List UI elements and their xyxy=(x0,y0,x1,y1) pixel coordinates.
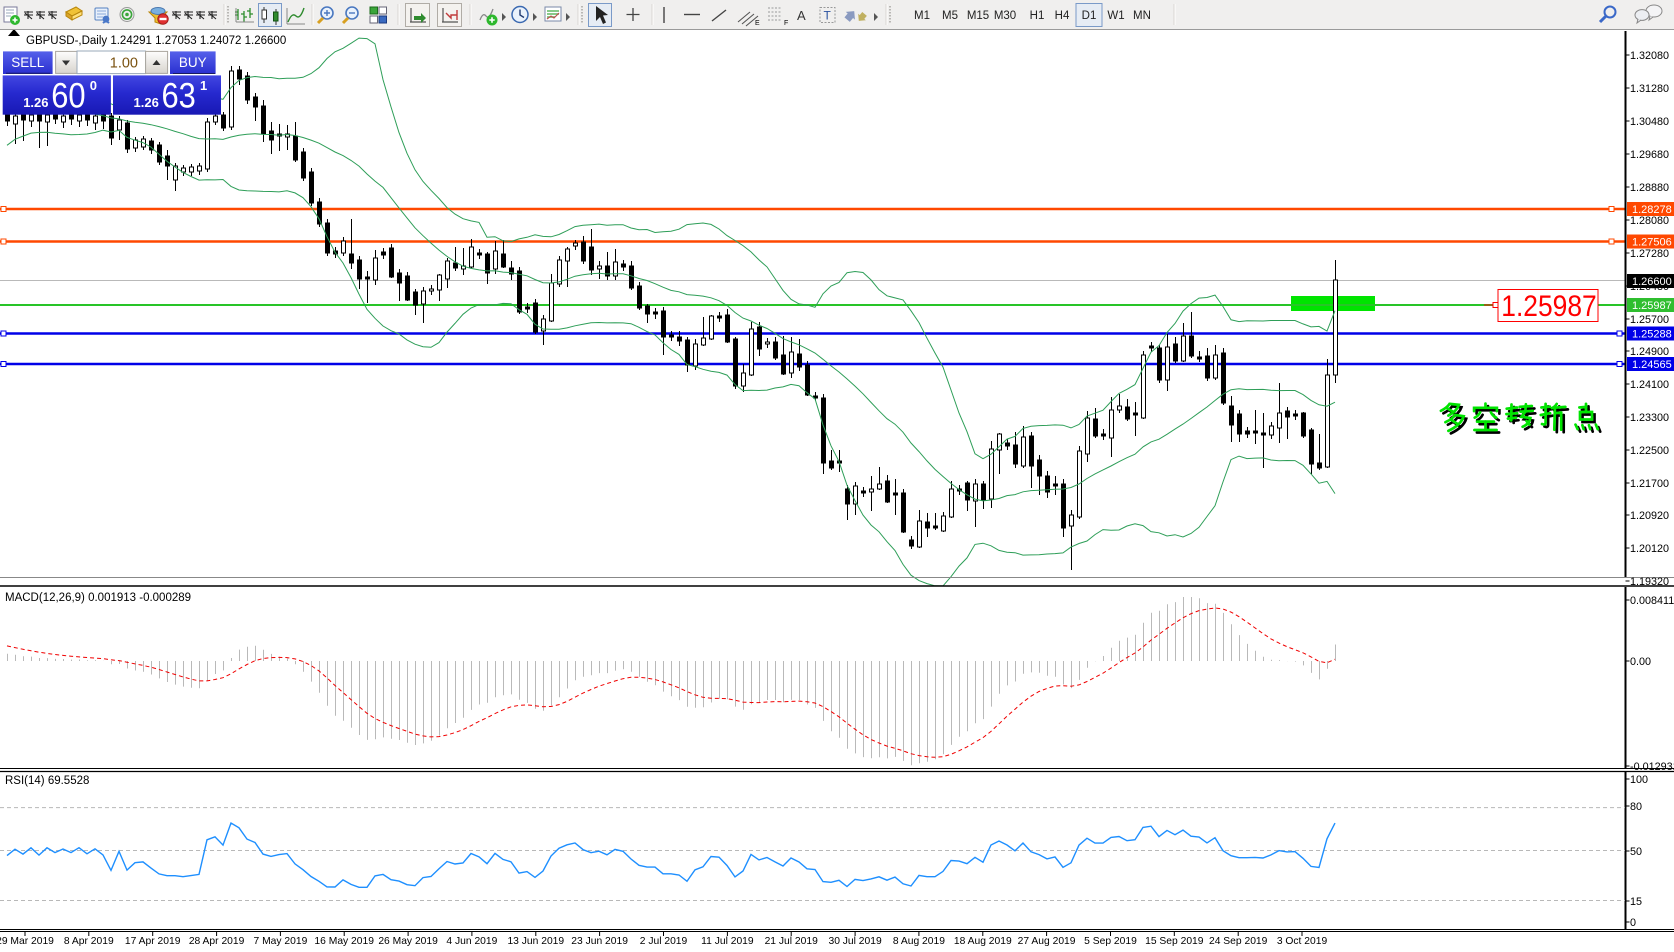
svg-text:1.32080: 1.32080 xyxy=(1630,50,1669,62)
svg-text:1.00: 1.00 xyxy=(110,56,138,72)
svg-text:SELL: SELL xyxy=(11,55,45,70)
svg-text:W1: W1 xyxy=(1107,10,1124,22)
svg-text:15 Sep 2019: 15 Sep 2019 xyxy=(1145,936,1204,947)
svg-text:1.19320: 1.19320 xyxy=(1630,576,1669,588)
svg-text:1.24565: 1.24565 xyxy=(1632,359,1672,371)
svg-text:1.23300: 1.23300 xyxy=(1630,412,1669,424)
svg-text:E: E xyxy=(755,20,760,27)
svg-text:1.24900: 1.24900 xyxy=(1630,346,1669,358)
svg-text:1.22500: 1.22500 xyxy=(1630,445,1669,457)
svg-text:1: 1 xyxy=(200,78,207,93)
svg-text:M15: M15 xyxy=(967,10,989,22)
svg-text:21 Jul 2019: 21 Jul 2019 xyxy=(765,936,819,947)
svg-text:1.25700: 1.25700 xyxy=(1630,314,1669,326)
svg-text:1.27280: 1.27280 xyxy=(1630,248,1669,260)
svg-text:0.008411: 0.008411 xyxy=(1630,595,1674,607)
svg-text:A: A xyxy=(797,8,806,23)
svg-text:MACD(12,26,9) 0.001913 -0.0002: MACD(12,26,9) 0.001913 -0.000289 xyxy=(5,592,191,604)
svg-text:H4: H4 xyxy=(1055,10,1070,22)
svg-text:60: 60 xyxy=(51,77,85,116)
svg-text:F: F xyxy=(784,20,788,27)
svg-text:H1: H1 xyxy=(1030,10,1045,22)
svg-text:1.30480: 1.30480 xyxy=(1630,116,1669,128)
svg-text:24 Sep 2019: 24 Sep 2019 xyxy=(1209,936,1268,947)
svg-text:GBPUSD-,Daily 1.24291 1.27053: GBPUSD-,Daily 1.24291 1.27053 1.24072 1.… xyxy=(26,35,286,47)
svg-text:-0.012931: -0.012931 xyxy=(1630,761,1674,773)
svg-text:T: T xyxy=(824,9,832,23)
svg-text:27 Aug 2019: 27 Aug 2019 xyxy=(1018,936,1076,947)
svg-text:1.24100: 1.24100 xyxy=(1630,379,1669,391)
svg-text:26 May 2019: 26 May 2019 xyxy=(378,936,438,947)
svg-text:3 Oct 2019: 3 Oct 2019 xyxy=(1277,936,1328,947)
svg-text:63: 63 xyxy=(162,77,196,116)
svg-text:23 Jun 2019: 23 Jun 2019 xyxy=(571,936,628,947)
svg-text:MN: MN xyxy=(1133,10,1151,22)
svg-text:1.28880: 1.28880 xyxy=(1630,182,1669,194)
svg-text:1.20920: 1.20920 xyxy=(1630,510,1669,522)
svg-text:1.31280: 1.31280 xyxy=(1630,83,1669,95)
svg-text:8 Aug 2019: 8 Aug 2019 xyxy=(893,936,945,947)
svg-text:17 Apr 2019: 17 Apr 2019 xyxy=(125,936,181,947)
svg-text:15: 15 xyxy=(1630,896,1642,908)
svg-text:1.27506: 1.27506 xyxy=(1632,237,1672,249)
svg-text:0: 0 xyxy=(90,78,97,93)
svg-text:7 May 2019: 7 May 2019 xyxy=(253,936,307,947)
svg-text:RSI(14) 69.5528: RSI(14) 69.5528 xyxy=(5,775,89,787)
svg-text:1.26: 1.26 xyxy=(134,95,159,110)
svg-text:1.26600: 1.26600 xyxy=(1632,276,1672,288)
svg-text:28 Apr 2019: 28 Apr 2019 xyxy=(189,936,245,947)
svg-text:1.25288: 1.25288 xyxy=(1632,329,1672,341)
svg-text:50: 50 xyxy=(1630,846,1642,858)
svg-text:1.28080: 1.28080 xyxy=(1630,215,1669,227)
svg-text:1.29680: 1.29680 xyxy=(1630,149,1669,161)
svg-text:1.26: 1.26 xyxy=(23,95,48,110)
svg-text:1.25987: 1.25987 xyxy=(1632,300,1672,312)
svg-text:1.20120: 1.20120 xyxy=(1630,543,1669,555)
svg-text:80: 80 xyxy=(1630,801,1642,813)
svg-text:1.28278: 1.28278 xyxy=(1632,204,1672,216)
svg-text:2 Jul 2019: 2 Jul 2019 xyxy=(640,936,688,947)
svg-text:11 Jul 2019: 11 Jul 2019 xyxy=(701,936,754,947)
svg-text:M5: M5 xyxy=(942,10,958,22)
svg-text:M1: M1 xyxy=(914,10,930,22)
svg-text:5 Sep 2019: 5 Sep 2019 xyxy=(1084,936,1137,947)
svg-text:13 Jun 2019: 13 Jun 2019 xyxy=(507,936,564,947)
svg-text:30 Jul 2019: 30 Jul 2019 xyxy=(828,936,882,947)
svg-text:0: 0 xyxy=(1630,917,1636,929)
svg-text:18 Aug 2019: 18 Aug 2019 xyxy=(954,936,1012,947)
svg-text:100: 100 xyxy=(1630,774,1648,786)
svg-text:0.00: 0.00 xyxy=(1630,656,1651,668)
svg-text:BUY: BUY xyxy=(179,55,207,70)
svg-text:8 Apr 2019: 8 Apr 2019 xyxy=(64,936,114,947)
svg-text:1.25987: 1.25987 xyxy=(1501,288,1596,322)
svg-text:M30: M30 xyxy=(994,10,1016,22)
svg-text:29 Mar 2019: 29 Mar 2019 xyxy=(0,936,54,947)
svg-text:1.21700: 1.21700 xyxy=(1630,478,1669,490)
svg-text:D1: D1 xyxy=(1082,10,1097,22)
svg-text:4 Jun 2019: 4 Jun 2019 xyxy=(446,936,497,947)
svg-text:16 May 2019: 16 May 2019 xyxy=(314,936,374,947)
